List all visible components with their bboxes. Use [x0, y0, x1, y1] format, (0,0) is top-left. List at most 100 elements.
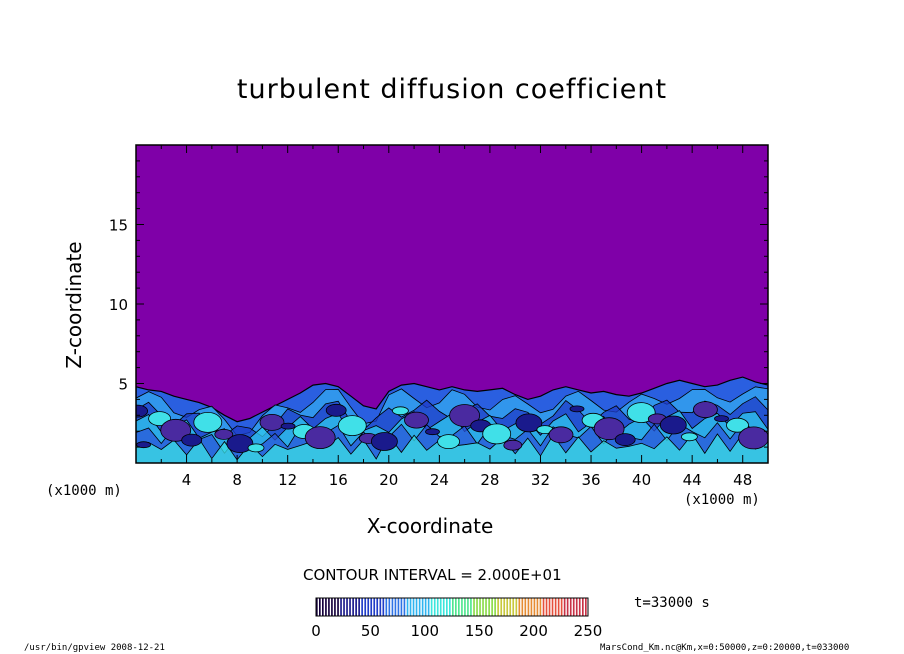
colorbar-strip — [473, 598, 475, 616]
eddy-contour — [425, 428, 440, 436]
colorbar-strip — [566, 598, 569, 616]
colorbar-strip — [563, 598, 566, 616]
colorbar-strip — [418, 598, 421, 616]
colorbar-tick-label: 50 — [361, 622, 380, 640]
colorbar-strip — [382, 598, 385, 616]
colorbar-strip — [436, 598, 439, 616]
colorbar-strip — [424, 598, 427, 616]
colorbar-strip — [476, 598, 478, 616]
colorbar-strip — [455, 598, 457, 616]
eddy-contour — [247, 443, 265, 453]
eddy-contour — [404, 411, 429, 429]
x-tick-label: 36 — [581, 471, 600, 489]
y-tick-label: 5 — [118, 376, 128, 394]
x-tick-label: 32 — [531, 471, 550, 489]
eddy-contour — [593, 417, 625, 441]
colorbar-strip — [506, 598, 509, 616]
colorbar-strip — [521, 598, 524, 616]
turbulent-layer — [136, 376, 768, 463]
colorbar-strip — [585, 598, 587, 616]
colorbar-tick-label: 250 — [574, 622, 603, 640]
colorbar-strip — [430, 598, 433, 616]
colorbar-strip — [421, 598, 424, 616]
colorbar-strip — [488, 598, 490, 616]
colorbar-strip — [446, 598, 448, 616]
eddy-contour — [714, 415, 729, 423]
colorbar-strip — [358, 598, 360, 616]
colorbar-strip — [533, 598, 536, 616]
x-tick-label: 24 — [430, 471, 449, 489]
contour-interval: CONTOUR INTERVAL = 2.000E+01 — [303, 566, 562, 584]
colorbar-strip — [403, 598, 406, 616]
eddy-contour — [370, 432, 398, 451]
colorbar-strip — [458, 598, 460, 616]
eddy-contour — [280, 422, 296, 430]
colorbar-strip — [572, 598, 575, 616]
x-unit-label-right: (x1000 m) — [684, 492, 760, 508]
y-axis: 5 10 15 — [109, 160, 768, 448]
colorbar-strip — [352, 598, 354, 616]
eddy-contour — [136, 404, 148, 418]
colorbar-strip — [370, 598, 373, 616]
colorbar-strip — [479, 598, 481, 616]
colorbar-strip — [449, 598, 451, 616]
colorbar-strip — [536, 598, 539, 616]
colorbar-strip — [461, 598, 463, 616]
colorbar-strip — [412, 598, 415, 616]
colorbar-strip — [539, 598, 542, 616]
x-tick-label: 28 — [480, 471, 499, 489]
colorbar-strip — [439, 598, 442, 616]
x-unit-label-left: (x1000 m) — [46, 483, 122, 499]
colorbar-strip — [331, 598, 333, 616]
colorbar-strip — [334, 598, 336, 616]
colorbar-strip — [515, 598, 518, 616]
x-tick-label: 16 — [329, 471, 348, 489]
eddy-contour — [193, 411, 223, 433]
colorbar-tick-label: 200 — [519, 622, 548, 640]
x-tick-label: 12 — [278, 471, 297, 489]
x-tick-label: 48 — [733, 471, 752, 489]
eddy-contour — [503, 439, 523, 451]
colorbar-strip — [409, 598, 412, 616]
colorbar-tick-label: 100 — [410, 622, 439, 640]
colorbar-strip — [340, 598, 342, 616]
eddy-contour — [482, 423, 512, 445]
eddy-contour — [337, 415, 367, 437]
x-axis-label: X-coordinate — [366, 514, 494, 538]
colorbar-strip — [367, 598, 370, 616]
colorbar-strip — [391, 598, 394, 616]
colorbar-strip — [379, 598, 382, 616]
colorbar-strip — [497, 598, 499, 616]
colorbar-strip — [500, 598, 503, 616]
colorbar-strip — [343, 598, 345, 616]
colorbar-strip — [557, 598, 560, 616]
eddy-contour — [693, 401, 718, 419]
x-tick-label: 8 — [232, 471, 242, 489]
colorbar-strip — [415, 598, 418, 616]
colorbar-strip — [512, 598, 515, 616]
colorbar-strip — [328, 598, 330, 616]
colorbar-strip — [427, 598, 430, 616]
time-label: t=33000 s — [634, 595, 710, 611]
colorbar-strip — [569, 598, 572, 616]
colorbar-strip — [560, 598, 563, 616]
eddy-contour — [160, 418, 192, 442]
eddy-contour — [304, 426, 336, 450]
eddy-contour — [449, 404, 481, 427]
eddy-contour — [659, 415, 687, 435]
eddy-contour — [569, 405, 585, 413]
footer-left: /usr/bin/gpview 2008-12-21 — [24, 643, 165, 653]
colorbar-strip — [397, 598, 400, 616]
colorbar-strip — [494, 598, 496, 616]
colorbar-strip — [337, 598, 339, 616]
eddy-contour — [548, 426, 574, 444]
chart-title: turbulent diffusion coefficient — [236, 74, 668, 105]
eddy-contour — [437, 434, 461, 450]
colorbar-strip — [385, 598, 388, 616]
y-tick-label: 15 — [109, 217, 128, 235]
eddy-contour — [738, 426, 768, 450]
colorbar-strip — [376, 598, 379, 616]
colorbar-strip — [400, 598, 403, 616]
colorbar-strip — [582, 598, 584, 616]
eddy-contour — [226, 434, 254, 454]
